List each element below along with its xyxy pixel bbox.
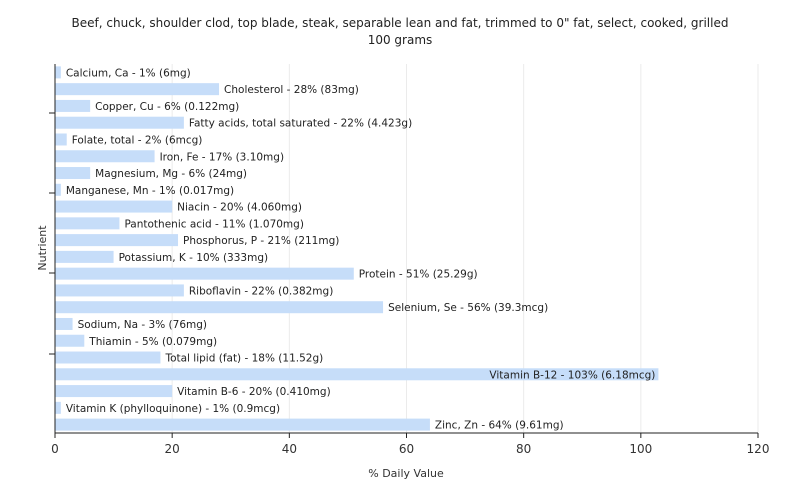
bar-label: Niacin - 20% (4.060mg): [177, 202, 302, 214]
x-tick-label: 20: [165, 442, 180, 456]
bar-label: Calcium, Ca - 1% (6mg): [66, 67, 191, 79]
bar: [55, 250, 114, 263]
bar: [55, 301, 384, 314]
bar-label: Iron, Fe - 17% (3.10mg): [160, 151, 284, 163]
chart-title: Beef, chuck, shoulder clod, top blade, s…: [72, 16, 729, 30]
bar-label: Vitamin B-12 - 103% (6.18mcg): [489, 369, 655, 381]
bar: [55, 183, 61, 196]
bar-label: Protein - 51% (25.29g): [359, 269, 478, 281]
bar: [55, 99, 91, 112]
bar: [55, 234, 179, 247]
bar-label: Sodium, Na - 3% (76mg): [78, 319, 207, 331]
bar-label: Cholesterol - 28% (83mg): [224, 84, 359, 96]
bar-label: Copper, Cu - 6% (0.122mg): [95, 101, 239, 113]
bar: [55, 368, 659, 381]
bar-label: Vitamin B-6 - 20% (0.410mg): [177, 386, 331, 398]
bar-label: Total lipid (fat) - 18% (11.52g): [164, 353, 323, 365]
bar-label: Folate, total - 2% (6mcg): [72, 134, 203, 146]
x-tick-label: 0: [51, 442, 59, 456]
x-tick-label: 120: [747, 442, 770, 456]
bar: [55, 351, 161, 364]
bar: [55, 418, 430, 431]
x-axis-label: % Daily Value: [368, 467, 444, 480]
bar: [55, 200, 173, 213]
bar: [55, 267, 354, 280]
bar: [55, 385, 173, 398]
bar: [55, 83, 220, 96]
bar-label: Selenium, Se - 56% (39.3mcg): [388, 302, 548, 314]
bar: [55, 334, 85, 347]
bar: [55, 284, 184, 297]
bar-label: Vitamin K (phylloquinone) - 1% (0.9mcg): [66, 403, 280, 415]
bar: [55, 317, 73, 330]
axes: 0 20 40 60 80 100 120: [49, 64, 769, 456]
x-tick-label: 60: [399, 442, 414, 456]
bar-label: Zinc, Zn - 64% (9.61mg): [435, 420, 564, 432]
bar-label: Thiamin - 5% (0.079mg): [88, 336, 217, 348]
bar: [55, 401, 61, 414]
y-axis-label: Nutrient: [36, 225, 49, 271]
x-tick-label: 100: [629, 442, 652, 456]
bar: [55, 150, 155, 163]
bar: [55, 167, 91, 180]
bar-labels: Calcium, Ca - 1% (6mg) Cholesterol - 28% …: [66, 67, 656, 431]
chart-subtitle: 100 grams: [368, 33, 433, 47]
bar: [55, 217, 120, 230]
bar-label: Pantothenic acid - 11% (1.070mg): [124, 218, 303, 230]
bar-label: Manganese, Mn - 1% (0.017mg): [66, 185, 234, 197]
bar-label: Riboflavin - 22% (0.382mg): [189, 285, 333, 297]
bar-label: Magnesium, Mg - 6% (24mg): [95, 168, 247, 180]
bar: [55, 66, 61, 79]
bar-label: Fatty acids, total saturated - 22% (4.42…: [189, 118, 412, 130]
bar-label: Potassium, K - 10% (333mg): [119, 252, 269, 264]
bar: [55, 133, 67, 146]
bar: [55, 116, 184, 129]
bars: [55, 66, 659, 431]
bar-label: Phosphorus, P - 21% (211mg): [183, 235, 339, 247]
x-tick-label: 40: [282, 442, 297, 456]
x-tick-label: 80: [516, 442, 531, 456]
